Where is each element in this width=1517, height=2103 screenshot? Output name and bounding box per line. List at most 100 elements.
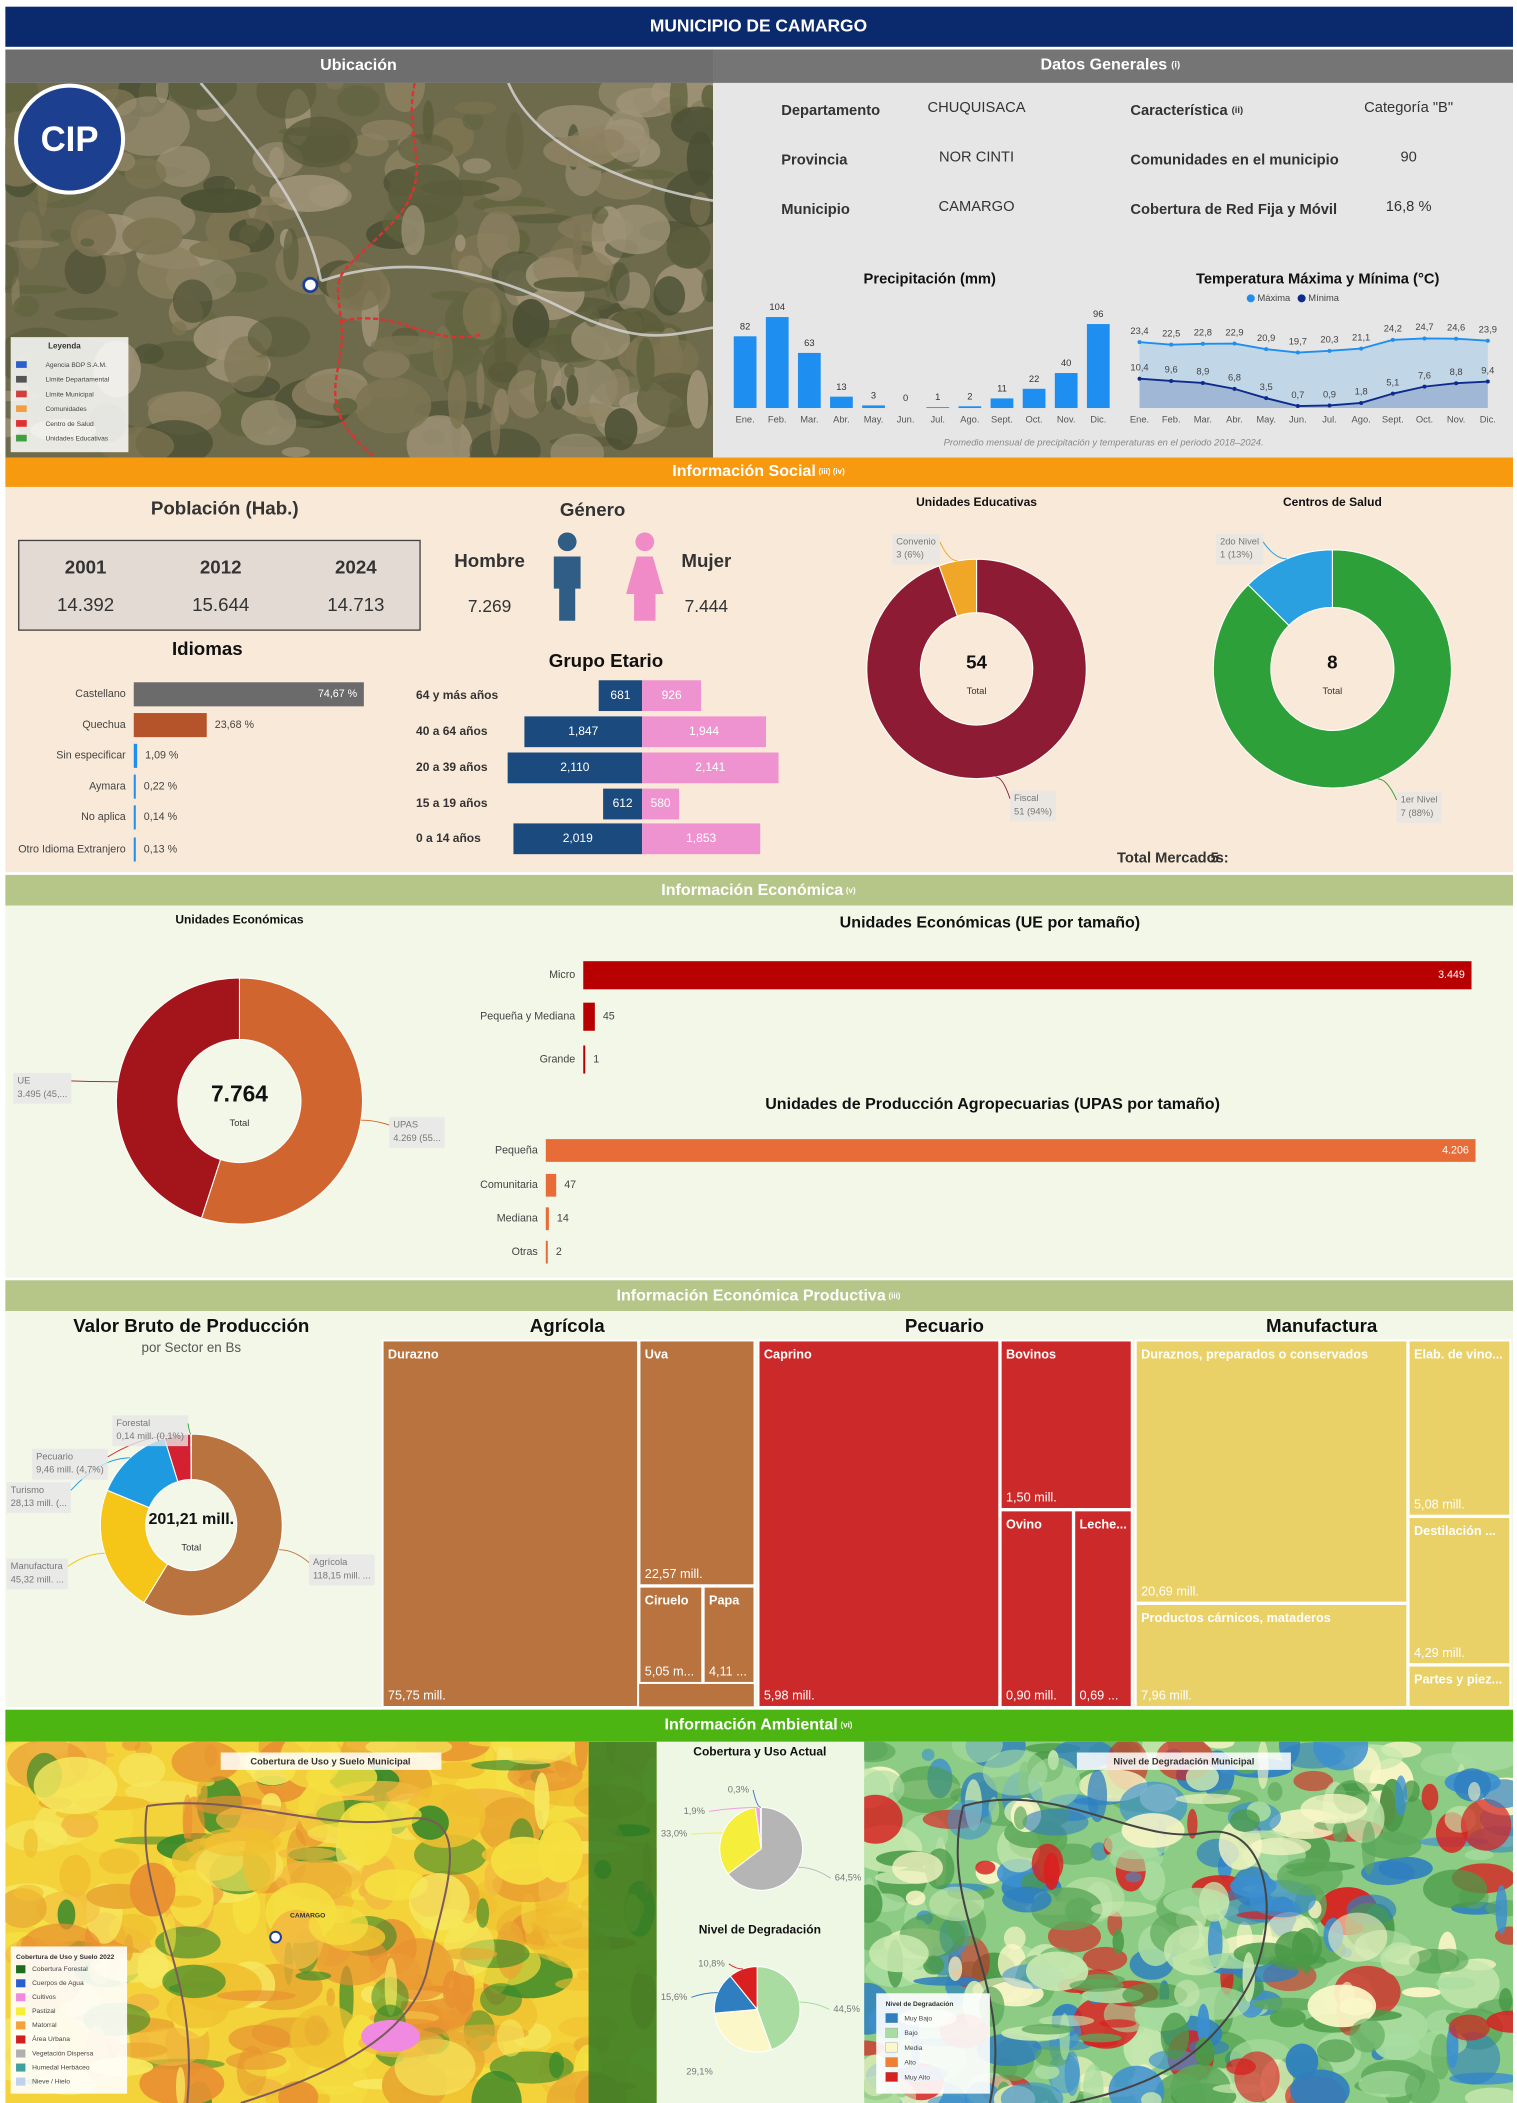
y-tick-label: Quechua <box>82 719 125 731</box>
value-label: 0,14 mill. (0,1%) <box>116 1431 184 1441</box>
y-tick-label: Otras <box>512 1246 538 1258</box>
legend-swatch <box>16 2035 25 2043</box>
map-patch <box>239 225 260 244</box>
x-tick-label: Nov. <box>1057 415 1076 425</box>
legend-swatch <box>16 391 27 398</box>
title: Información Económica <box>661 881 844 899</box>
chart-title: Unidades de Producción Agropecuarias (UP… <box>765 1095 1220 1113</box>
tile-value: 1,50 mill. <box>1006 1491 1057 1505</box>
value-label: 7 (88%) <box>1401 808 1434 818</box>
map-patch <box>1423 1870 1487 1909</box>
point <box>1359 401 1363 405</box>
point <box>1327 403 1331 407</box>
bar <box>134 713 207 737</box>
label: Muy Alto <box>904 2074 930 2081</box>
y-tick-label: 15 a 19 años <box>416 796 488 810</box>
bar <box>546 1139 1476 1162</box>
title: Información Económica Productiva <box>617 1287 887 1305</box>
bar <box>583 1003 595 1031</box>
x-tick-label: Abr. <box>833 415 850 425</box>
legend-swatch <box>16 361 27 368</box>
tile <box>1136 1340 1408 1602</box>
label: Pastizal <box>32 2008 56 2015</box>
point <box>1201 381 1205 385</box>
value-label: 82 <box>740 321 750 331</box>
map-patch <box>455 235 466 252</box>
value-label: 40 <box>1061 358 1071 368</box>
total-label: Total <box>1323 686 1343 696</box>
note: (ii) <box>1232 106 1243 116</box>
tile-label: Duraznos, preparados o conservados <box>1141 1348 1368 1362</box>
legend-swatch <box>16 2064 25 2072</box>
map-patch <box>1496 1885 1508 1935</box>
map-patch <box>463 287 502 340</box>
value-label: 22,9 <box>1225 327 1243 337</box>
bar <box>830 397 853 408</box>
point <box>1201 342 1205 346</box>
field-value: Categoría "B" <box>1364 100 1453 116</box>
map-patch <box>401 205 424 255</box>
value-label: 4.269 (55... <box>393 1133 440 1143</box>
location-map: LeyendaAgencia BDP S.A.M.Límite Departam… <box>0 56 728 473</box>
map-patch <box>1004 1926 1026 1949</box>
value-label: 24,7 <box>1415 322 1433 332</box>
map-patch <box>497 2019 524 2056</box>
total-value: 8 <box>1327 651 1337 672</box>
value-label: 118,15 mill. ... <box>313 1570 371 1580</box>
tile <box>383 1340 639 1707</box>
slice-label: UPAS4.269 (55... <box>389 1117 444 1148</box>
tile <box>639 1340 754 1585</box>
label: Comunidades <box>45 406 87 413</box>
map-patch <box>983 1750 1048 1796</box>
value-label: 8,9 <box>1196 367 1209 377</box>
map-patch <box>975 1861 995 1875</box>
gender-value: 7.444 <box>685 596 729 616</box>
y-tick-label: 64 y más años <box>416 688 498 702</box>
slice-label: Forestal0,14 mill. (0,1%) <box>112 1415 188 1446</box>
label: Bajo <box>904 2030 918 2037</box>
map-patch <box>610 262 630 301</box>
bar <box>134 744 137 768</box>
value-label: 45,32 mill. ... <box>11 1574 64 1584</box>
map-patch <box>13 296 39 317</box>
map-patch <box>594 129 624 153</box>
note: (i) <box>1171 60 1180 70</box>
map-patch <box>308 184 352 208</box>
map-patch <box>443 1970 462 2008</box>
x-tick-label: Ene. <box>735 415 754 425</box>
category-label: Agrícola <box>313 1557 348 1567</box>
slice-label: 44,5% <box>833 2004 860 2014</box>
map-patch <box>295 1971 331 1980</box>
slice-label: Turismo28,13 mill. (... <box>7 1482 71 1513</box>
legend-swatch <box>16 376 27 383</box>
bar <box>583 1045 585 1073</box>
map-patch <box>1230 1809 1260 1832</box>
legend-swatch <box>886 2072 898 2081</box>
map-patch <box>1023 1809 1089 1836</box>
map-patch <box>1268 1782 1283 1801</box>
dashboard: MUNICIPIO DE CAMARGO Ubicación Datos Gen… <box>0 0 1517 2103</box>
label: Leyenda <box>48 342 81 351</box>
point <box>1391 338 1395 342</box>
map-patch <box>443 1948 498 1960</box>
map-patch <box>929 1886 984 1921</box>
tile-label: Leche... <box>1080 1517 1127 1531</box>
field-label: Departamento <box>781 103 880 119</box>
category-label: 2do Nivel <box>1220 536 1259 546</box>
slice-label: 1,9% <box>684 1806 705 1816</box>
bar <box>798 353 821 408</box>
map-patch <box>283 228 298 280</box>
category-label: Turismo <box>11 1485 44 1495</box>
value-label: 9,46 mill. (4,7%) <box>36 1465 104 1475</box>
label: Matorral <box>32 2022 57 2029</box>
map-patch <box>398 134 453 164</box>
population-box <box>19 540 420 630</box>
map-patch <box>494 324 506 373</box>
map-patch <box>922 1749 935 1761</box>
map-patch <box>573 223 582 271</box>
slice-label: 1er Nivel7 (88%) <box>1397 792 1442 823</box>
slice-label: UE3.495 (45,... <box>13 1073 71 1104</box>
map-patch <box>564 364 575 378</box>
label-text: Provincia <box>781 152 848 168</box>
value-label: 96 <box>1093 309 1103 319</box>
